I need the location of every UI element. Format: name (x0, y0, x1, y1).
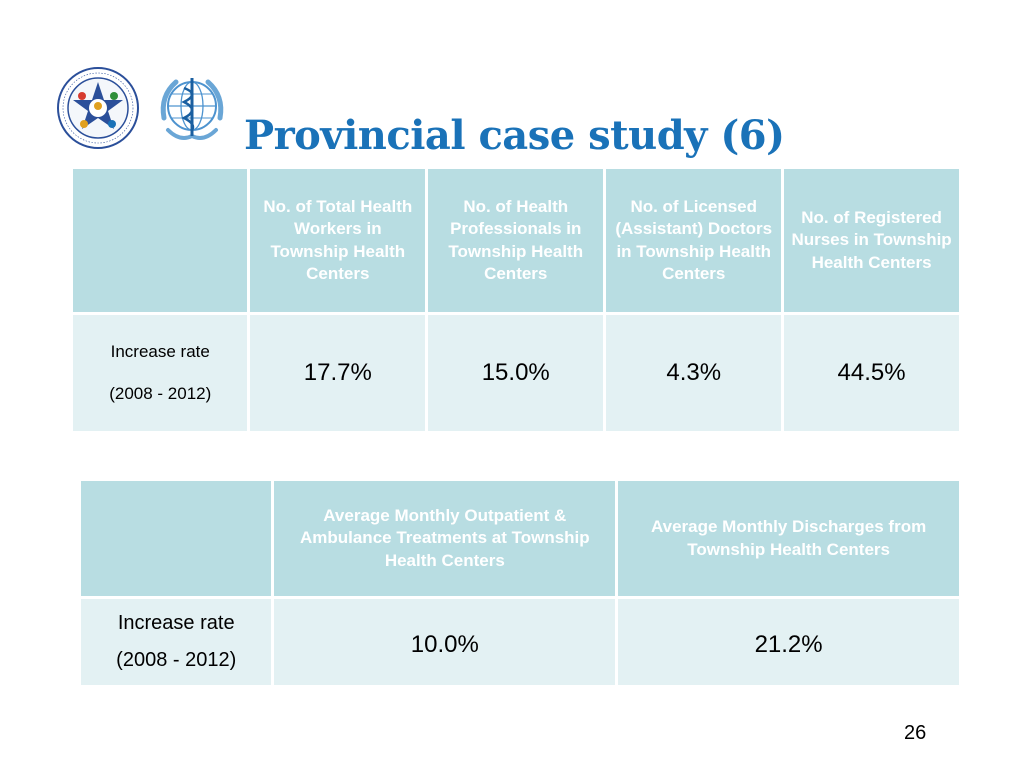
who-logo (160, 78, 224, 140)
workforce-table: No. of Total Health Workers in Township … (70, 166, 962, 434)
table-header-cell: Average Monthly Discharges from Township… (618, 481, 959, 596)
table-cell: 15.0% (428, 315, 604, 431)
table-cell: 44.5% (784, 315, 959, 431)
row-label-period: (2008 - 2012) (116, 649, 237, 671)
table-cell: 17.7% (250, 315, 426, 431)
table-header-cell: No. of Registered Nurses in Township Hea… (784, 169, 959, 312)
table-header-corner (81, 481, 272, 596)
table-cell: 4.3% (606, 315, 782, 431)
table-header-row: Average Monthly Outpatient & Ambulance T… (81, 481, 959, 596)
table-header-cell: No. of Health Professionals in Township … (428, 169, 604, 312)
table-row: Increase rate (2008 - 2012) 10.0% 21.2% (81, 599, 959, 685)
table-row: Increase rate (2008 - 2012) 17.7% 15.0% … (73, 315, 959, 431)
slide-title: Provincial case study (6) (244, 112, 785, 159)
row-label-text: Increase rate (117, 612, 235, 634)
row-label: Increase rate (2008 - 2012) (73, 315, 248, 431)
health-talent-center-logo (57, 67, 139, 149)
table-header-cell: No. of Licensed (Assistant) Doctors in T… (606, 169, 782, 312)
table-cell: 10.0% (274, 599, 616, 685)
table-header-cell: Average Monthly Outpatient & Ambulance T… (274, 481, 616, 596)
table-header-row: No. of Total Health Workers in Township … (73, 169, 959, 312)
page-number: 26 (904, 722, 927, 744)
table-header-cell: No. of Total Health Workers in Township … (250, 169, 426, 312)
table-header-corner (73, 169, 248, 312)
services-table: Average Monthly Outpatient & Ambulance T… (78, 478, 962, 688)
table-cell: 21.2% (618, 599, 959, 685)
row-label: Increase rate (2008 - 2012) (81, 599, 272, 685)
row-label-text: Increase rate (110, 342, 210, 361)
row-label-period: (2008 - 2012) (109, 384, 212, 403)
